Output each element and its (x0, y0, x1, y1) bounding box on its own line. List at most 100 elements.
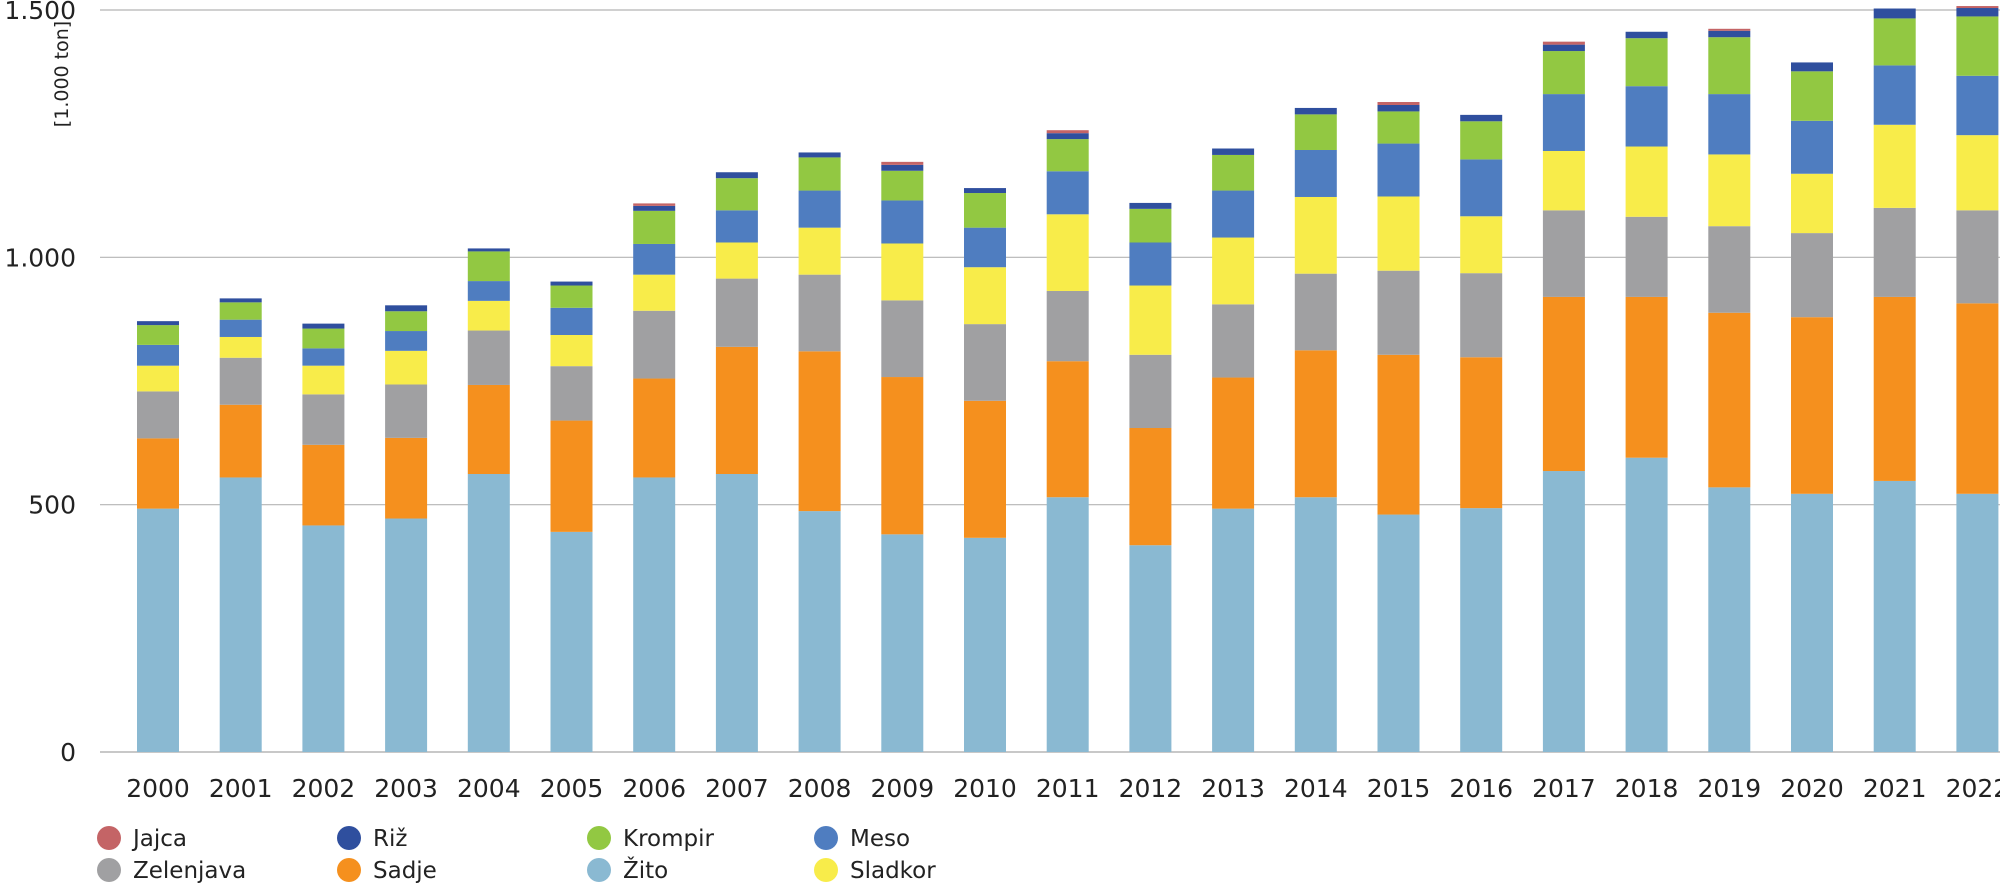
x-tick-label: 2004 (457, 774, 521, 803)
bar-segment (219, 404, 262, 478)
bar-segment (1956, 303, 1999, 494)
bar-segment (1873, 65, 1916, 125)
bar-segment (881, 377, 924, 535)
bar-segment (1542, 296, 1585, 472)
bar-segment (1791, 120, 1833, 174)
bar-segment (1791, 317, 1833, 494)
y-axis-label: [1.000 ton] (51, 21, 73, 127)
bar-segment (964, 324, 1006, 401)
bar-segment (1294, 196, 1337, 274)
bar-segment (964, 188, 1006, 194)
bar-segment (1294, 350, 1337, 498)
legend: Jajca Riž Krompir Meso Zelenjava Sadje Žito Sla… (97, 826, 936, 884)
x-tick-label: 2017 (1532, 774, 1596, 803)
bar-segment (1791, 233, 1833, 318)
bar-segment (715, 172, 758, 179)
legend-swatch (97, 858, 121, 882)
bar-segment (1377, 111, 1420, 144)
bar-segment (219, 298, 262, 303)
bar-segment (1460, 159, 1503, 217)
legend-label: Meso (850, 826, 910, 852)
bar-segment (964, 537, 1006, 752)
bar-segment (1046, 139, 1089, 172)
bar-segment (1129, 202, 1172, 209)
bar-segment (1956, 210, 1999, 304)
bar-segment (1129, 427, 1172, 546)
bar-segment (1129, 354, 1172, 428)
bar-segment (467, 251, 510, 282)
bar-segment (467, 300, 510, 331)
bar-segment (302, 394, 345, 445)
bar-segment (798, 190, 841, 228)
bar-segment (633, 243, 676, 275)
x-tick-label: 2012 (1119, 774, 1183, 803)
legend-label: Krompir (623, 826, 714, 852)
legend-label: Sladkor (850, 858, 936, 884)
legend-label: Žito (623, 856, 668, 884)
x-tick-label: 2011 (1036, 774, 1100, 803)
bar-segment (1212, 377, 1255, 509)
x-tick-label: 2018 (1615, 774, 1679, 803)
bar-segment (1625, 216, 1668, 297)
legend-item: Žito (587, 856, 668, 884)
bar-segment (1294, 149, 1337, 197)
bar-segment (467, 384, 510, 474)
bar-segment (302, 444, 345, 526)
bar-segment (302, 525, 345, 752)
bar-segment (1046, 290, 1089, 362)
bar-segment (1129, 208, 1172, 243)
bar-segment (1294, 114, 1337, 150)
bar-segment (1542, 94, 1585, 151)
bar-segment (633, 205, 676, 211)
bar-segment (633, 203, 676, 206)
bar-segment (385, 384, 428, 438)
bar-segment (1460, 508, 1503, 752)
bar-segment (137, 508, 179, 752)
bar-segment (1460, 357, 1503, 509)
bar-segment (219, 336, 262, 358)
bar-segment (1294, 497, 1337, 752)
bar-segment (302, 348, 345, 366)
bar-segment (1791, 493, 1833, 752)
bar-segment (1956, 493, 1999, 752)
bar-segment (1956, 16, 1999, 76)
bar-segment (1212, 148, 1255, 155)
axes: 0 500 1.000 1.500 2000 2001 2002 2003 2004 2005 20… (4, 0, 2000, 803)
bar-segment (633, 274, 676, 311)
x-tick-label: 2006 (622, 774, 686, 803)
bar-segment (1873, 207, 1916, 297)
legend-item: Riž (337, 826, 407, 852)
bar-segment (881, 164, 924, 171)
bar-segment (1542, 44, 1585, 52)
bar-segment (1377, 196, 1420, 271)
x-tick-label: 2010 (953, 774, 1017, 803)
bar-segment (798, 227, 841, 275)
bar-segment (1212, 190, 1255, 238)
x-tick-label: 2020 (1780, 774, 1844, 803)
bar-segment (550, 366, 593, 421)
bar-segment (550, 285, 593, 308)
bar-segment (1873, 124, 1916, 208)
bar-segment (1377, 354, 1420, 515)
bar-segment (1377, 270, 1420, 355)
bar-segment (1460, 114, 1503, 122)
bar-segment (964, 267, 1006, 325)
bar-segment (633, 210, 676, 244)
bar-segment (1708, 154, 1751, 227)
bar-segment (1956, 135, 1999, 211)
bar-segment (715, 242, 758, 279)
bar-segment (219, 302, 262, 320)
legend-swatch (337, 858, 361, 882)
bar-segment (385, 437, 428, 519)
legend-item: Sladkor (814, 858, 936, 884)
bar-segment (881, 534, 924, 752)
bar-segment (881, 300, 924, 378)
bar-segment (137, 438, 179, 509)
bar-segment (881, 170, 924, 201)
legend-swatch (587, 826, 611, 850)
bar-segment (1873, 8, 1916, 19)
bar-segment (137, 365, 179, 392)
bar-segment (1377, 102, 1420, 105)
